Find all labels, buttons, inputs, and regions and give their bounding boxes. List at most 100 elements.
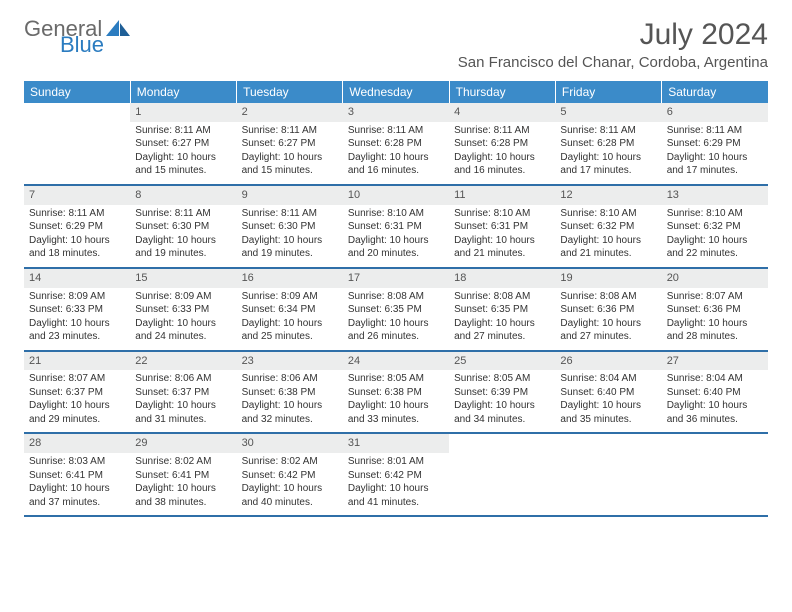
daylight-line: Daylight: 10 hours and 35 minutes. — [560, 399, 656, 426]
day-content: Sunrise: 8:11 AMSunset: 6:27 PMDaylight:… — [237, 122, 343, 184]
sunrise-line: Sunrise: 8:09 AM — [135, 290, 231, 304]
sunrise-line: Sunrise: 8:06 AM — [242, 372, 338, 386]
daylight-line: Daylight: 10 hours and 19 minutes. — [242, 234, 338, 261]
calendar-cell: 29Sunrise: 8:02 AMSunset: 6:41 PMDayligh… — [130, 433, 236, 516]
calendar-cell: 16Sunrise: 8:09 AMSunset: 6:34 PMDayligh… — [237, 268, 343, 351]
day-content: Sunrise: 8:05 AMSunset: 6:38 PMDaylight:… — [343, 370, 449, 432]
day-content: Sunrise: 8:02 AMSunset: 6:41 PMDaylight:… — [130, 453, 236, 515]
day-number: 22 — [130, 352, 236, 371]
sail-icon — [106, 20, 132, 38]
daylight-line: Daylight: 10 hours and 27 minutes. — [454, 317, 550, 344]
weekday-tuesday: Tuesday — [237, 81, 343, 103]
day-content: Sunrise: 8:06 AMSunset: 6:37 PMDaylight:… — [130, 370, 236, 432]
sunrise-line: Sunrise: 8:05 AM — [348, 372, 444, 386]
calendar-row: 28Sunrise: 8:03 AMSunset: 6:41 PMDayligh… — [24, 433, 768, 516]
day-content: Sunrise: 8:11 AMSunset: 6:27 PMDaylight:… — [130, 122, 236, 184]
day-content: Sunrise: 8:11 AMSunset: 6:28 PMDaylight:… — [449, 122, 555, 184]
daylight-line: Daylight: 10 hours and 36 minutes. — [667, 399, 763, 426]
calendar-row: 7Sunrise: 8:11 AMSunset: 6:29 PMDaylight… — [24, 185, 768, 268]
day-content: Sunrise: 8:11 AMSunset: 6:29 PMDaylight:… — [24, 205, 130, 267]
sunrise-line: Sunrise: 8:10 AM — [667, 207, 763, 221]
daylight-line: Daylight: 10 hours and 40 minutes. — [242, 482, 338, 509]
sunset-line: Sunset: 6:35 PM — [348, 303, 444, 317]
day-content: Sunrise: 8:11 AMSunset: 6:28 PMDaylight:… — [343, 122, 449, 184]
sunrise-line: Sunrise: 8:11 AM — [560, 124, 656, 138]
sunset-line: Sunset: 6:42 PM — [242, 469, 338, 483]
day-number: 6 — [662, 103, 768, 122]
day-number: 23 — [237, 352, 343, 371]
sunset-line: Sunset: 6:34 PM — [242, 303, 338, 317]
sunset-line: Sunset: 6:36 PM — [560, 303, 656, 317]
sunset-line: Sunset: 6:28 PM — [348, 137, 444, 151]
day-content: Sunrise: 8:11 AMSunset: 6:30 PMDaylight:… — [237, 205, 343, 267]
day-content: Sunrise: 8:11 AMSunset: 6:29 PMDaylight:… — [662, 122, 768, 184]
daylight-line: Daylight: 10 hours and 24 minutes. — [135, 317, 231, 344]
day-content: Sunrise: 8:10 AMSunset: 6:31 PMDaylight:… — [343, 205, 449, 267]
sunset-line: Sunset: 6:42 PM — [348, 469, 444, 483]
calendar-cell: 24Sunrise: 8:05 AMSunset: 6:38 PMDayligh… — [343, 351, 449, 434]
day-number: 28 — [24, 434, 130, 453]
day-number: 20 — [662, 269, 768, 288]
calendar-cell: 6Sunrise: 8:11 AMSunset: 6:29 PMDaylight… — [662, 103, 768, 185]
location-label: San Francisco del Chanar, Cordoba, Argen… — [458, 54, 768, 71]
weekday-wednesday: Wednesday — [343, 81, 449, 103]
calendar-row: 14Sunrise: 8:09 AMSunset: 6:33 PMDayligh… — [24, 268, 768, 351]
calendar-cell: 31Sunrise: 8:01 AMSunset: 6:42 PMDayligh… — [343, 433, 449, 516]
logo-text-wrap: General Blue — [24, 18, 132, 56]
daylight-line: Daylight: 10 hours and 34 minutes. — [454, 399, 550, 426]
daylight-line: Daylight: 10 hours and 16 minutes. — [454, 151, 550, 178]
daylight-line: Daylight: 10 hours and 38 minutes. — [135, 482, 231, 509]
sunset-line: Sunset: 6:40 PM — [560, 386, 656, 400]
calendar-cell: 25Sunrise: 8:05 AMSunset: 6:39 PMDayligh… — [449, 351, 555, 434]
day-content: Sunrise: 8:06 AMSunset: 6:38 PMDaylight:… — [237, 370, 343, 432]
sunset-line: Sunset: 6:32 PM — [560, 220, 656, 234]
sunrise-line: Sunrise: 8:09 AM — [29, 290, 125, 304]
sunset-line: Sunset: 6:37 PM — [29, 386, 125, 400]
title-block: July 2024 San Francisco del Chanar, Cord… — [458, 18, 768, 77]
calendar-row: ..1Sunrise: 8:11 AMSunset: 6:27 PMDaylig… — [24, 103, 768, 185]
weekday-thursday: Thursday — [449, 81, 555, 103]
day-number: 3 — [343, 103, 449, 122]
day-number: 7 — [24, 186, 130, 205]
calendar-cell: 1Sunrise: 8:11 AMSunset: 6:27 PMDaylight… — [130, 103, 236, 185]
daylight-line: Daylight: 10 hours and 33 minutes. — [348, 399, 444, 426]
sunrise-line: Sunrise: 8:07 AM — [667, 290, 763, 304]
sunset-line: Sunset: 6:35 PM — [454, 303, 550, 317]
calendar-cell: 2Sunrise: 8:11 AMSunset: 6:27 PMDaylight… — [237, 103, 343, 185]
day-content: Sunrise: 8:10 AMSunset: 6:32 PMDaylight:… — [662, 205, 768, 267]
day-number: 12 — [555, 186, 661, 205]
calendar-row: 21Sunrise: 8:07 AMSunset: 6:37 PMDayligh… — [24, 351, 768, 434]
day-number: 19 — [555, 269, 661, 288]
day-content: Sunrise: 8:03 AMSunset: 6:41 PMDaylight:… — [24, 453, 130, 515]
calendar-cell: 10Sunrise: 8:10 AMSunset: 6:31 PMDayligh… — [343, 185, 449, 268]
calendar-table: SundayMondayTuesdayWednesdayThursdayFrid… — [24, 81, 768, 517]
calendar-cell: 7Sunrise: 8:11 AMSunset: 6:29 PMDaylight… — [24, 185, 130, 268]
day-content: Sunrise: 8:07 AMSunset: 6:36 PMDaylight:… — [662, 288, 768, 350]
daylight-line: Daylight: 10 hours and 17 minutes. — [560, 151, 656, 178]
sunset-line: Sunset: 6:27 PM — [242, 137, 338, 151]
day-number: 14 — [24, 269, 130, 288]
sunrise-line: Sunrise: 8:11 AM — [242, 207, 338, 221]
calendar-cell: 5Sunrise: 8:11 AMSunset: 6:28 PMDaylight… — [555, 103, 661, 185]
calendar-cell: 30Sunrise: 8:02 AMSunset: 6:42 PMDayligh… — [237, 433, 343, 516]
daylight-line: Daylight: 10 hours and 26 minutes. — [348, 317, 444, 344]
calendar-cell: 27Sunrise: 8:04 AMSunset: 6:40 PMDayligh… — [662, 351, 768, 434]
daylight-line: Daylight: 10 hours and 18 minutes. — [29, 234, 125, 261]
sunset-line: Sunset: 6:33 PM — [29, 303, 125, 317]
sunset-line: Sunset: 6:29 PM — [667, 137, 763, 151]
calendar-cell: 23Sunrise: 8:06 AMSunset: 6:38 PMDayligh… — [237, 351, 343, 434]
day-content: Sunrise: 8:08 AMSunset: 6:36 PMDaylight:… — [555, 288, 661, 350]
calendar-cell: 19Sunrise: 8:08 AMSunset: 6:36 PMDayligh… — [555, 268, 661, 351]
sunset-line: Sunset: 6:38 PM — [348, 386, 444, 400]
header: General Blue July 2024 San Francisco del… — [24, 18, 768, 77]
day-content: Sunrise: 8:11 AMSunset: 6:30 PMDaylight:… — [130, 205, 236, 267]
sunset-line: Sunset: 6:27 PM — [135, 137, 231, 151]
calendar-head: SundayMondayTuesdayWednesdayThursdayFrid… — [24, 81, 768, 103]
sunrise-line: Sunrise: 8:04 AM — [560, 372, 656, 386]
sunrise-line: Sunrise: 8:05 AM — [454, 372, 550, 386]
sunrise-line: Sunrise: 8:11 AM — [667, 124, 763, 138]
daylight-line: Daylight: 10 hours and 27 minutes. — [560, 317, 656, 344]
day-number: 30 — [237, 434, 343, 453]
sunrise-line: Sunrise: 8:11 AM — [242, 124, 338, 138]
day-content: Sunrise: 8:04 AMSunset: 6:40 PMDaylight:… — [555, 370, 661, 432]
